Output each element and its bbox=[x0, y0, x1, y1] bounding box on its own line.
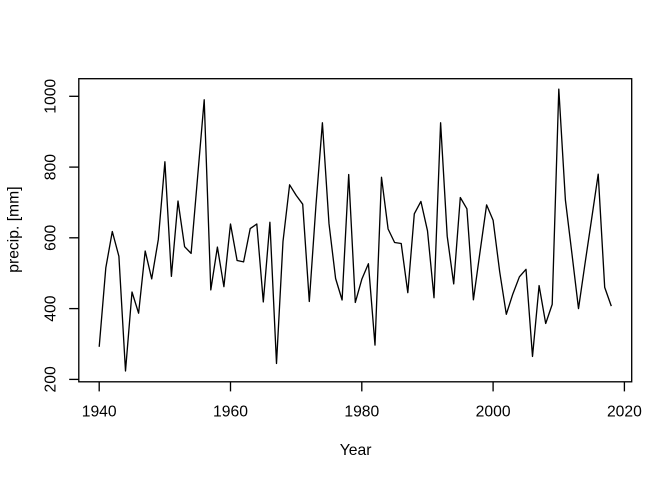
svg-text:400: 400 bbox=[42, 295, 59, 321]
svg-text:1960: 1960 bbox=[213, 404, 248, 421]
svg-text:1940: 1940 bbox=[82, 404, 117, 421]
svg-text:precip. [mm]: precip. [mm] bbox=[5, 186, 22, 272]
svg-text:Year: Year bbox=[340, 442, 372, 459]
svg-text:1000: 1000 bbox=[42, 79, 59, 114]
svg-text:2020: 2020 bbox=[607, 404, 642, 421]
svg-text:800: 800 bbox=[42, 154, 59, 180]
svg-text:1980: 1980 bbox=[344, 404, 379, 421]
svg-text:2000: 2000 bbox=[476, 404, 511, 421]
svg-text:200: 200 bbox=[42, 366, 59, 392]
svg-text:600: 600 bbox=[42, 224, 59, 250]
